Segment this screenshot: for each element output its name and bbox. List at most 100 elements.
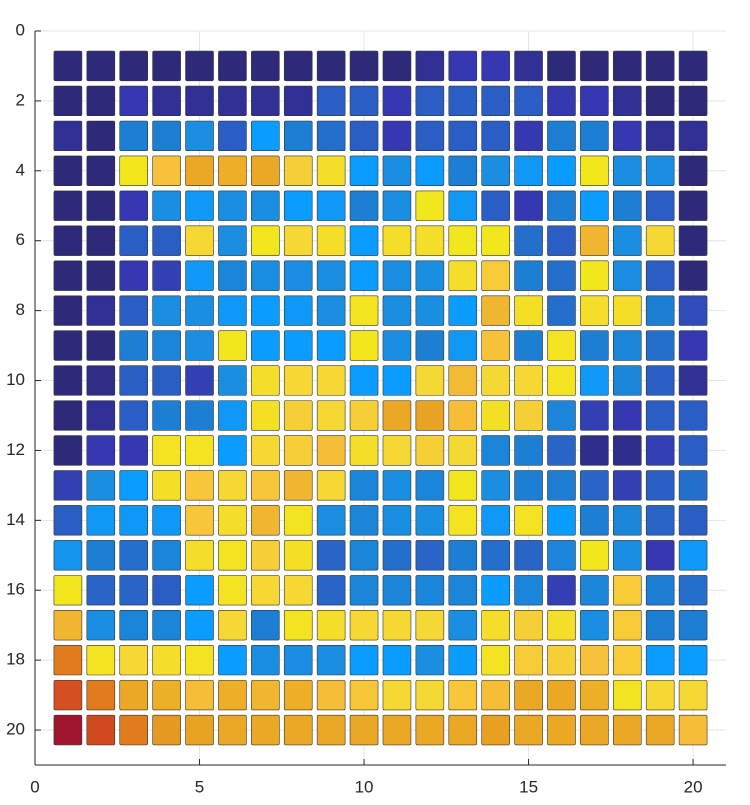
cell bbox=[514, 610, 543, 641]
cell bbox=[448, 225, 478, 256]
cell bbox=[86, 505, 116, 536]
cell bbox=[152, 225, 181, 256]
cell bbox=[86, 260, 116, 291]
cell bbox=[678, 225, 708, 256]
cell bbox=[448, 330, 478, 361]
cell bbox=[382, 50, 412, 82]
cell bbox=[645, 435, 675, 466]
cell bbox=[547, 155, 576, 186]
cell bbox=[218, 50, 247, 82]
cell bbox=[185, 330, 214, 361]
cell bbox=[86, 295, 116, 326]
cell bbox=[119, 610, 148, 641]
cell bbox=[481, 85, 510, 117]
cell bbox=[316, 365, 346, 396]
cell bbox=[678, 85, 708, 117]
cell bbox=[580, 260, 609, 291]
cell bbox=[547, 679, 576, 711]
cell bbox=[481, 190, 510, 221]
cell bbox=[316, 190, 346, 221]
cell bbox=[283, 575, 313, 606]
cell bbox=[613, 575, 642, 606]
cell bbox=[645, 85, 675, 117]
cell bbox=[481, 679, 510, 711]
cell bbox=[580, 365, 609, 396]
cell bbox=[678, 260, 708, 291]
y-tick-label: 8 bbox=[16, 300, 25, 319]
cell bbox=[514, 120, 543, 152]
cell bbox=[251, 714, 280, 746]
cell bbox=[185, 225, 214, 256]
cell bbox=[415, 435, 445, 466]
cell bbox=[613, 679, 642, 711]
cell bbox=[613, 610, 642, 641]
cell bbox=[580, 505, 609, 536]
cell bbox=[283, 400, 313, 431]
cell bbox=[448, 714, 478, 746]
cell bbox=[645, 400, 675, 431]
cell bbox=[119, 714, 148, 746]
cell bbox=[152, 679, 181, 711]
cell bbox=[316, 679, 346, 711]
cell bbox=[415, 470, 445, 501]
cell bbox=[580, 190, 609, 221]
cell bbox=[218, 610, 247, 641]
y-tick-label: 18 bbox=[6, 650, 25, 669]
cell bbox=[415, 610, 445, 641]
cell bbox=[580, 120, 609, 152]
cell bbox=[53, 295, 83, 326]
cell bbox=[251, 190, 280, 221]
cell bbox=[415, 365, 445, 396]
cell bbox=[645, 120, 675, 152]
cell bbox=[119, 470, 148, 501]
cell bbox=[251, 505, 280, 536]
cell bbox=[349, 295, 379, 326]
cell bbox=[547, 120, 576, 152]
cell bbox=[448, 85, 478, 117]
cell bbox=[678, 50, 708, 82]
cell bbox=[316, 644, 346, 676]
cell bbox=[382, 714, 412, 746]
cell bbox=[645, 295, 675, 326]
cell bbox=[448, 540, 478, 571]
cell bbox=[251, 260, 280, 291]
cell bbox=[514, 225, 543, 256]
cell bbox=[53, 225, 83, 256]
cell bbox=[678, 540, 708, 571]
cell bbox=[645, 470, 675, 501]
cell bbox=[251, 365, 280, 396]
cell bbox=[152, 260, 181, 291]
cell bbox=[448, 120, 478, 152]
cell bbox=[580, 330, 609, 361]
cell bbox=[185, 435, 214, 466]
cell bbox=[185, 505, 214, 536]
cell bbox=[218, 85, 247, 117]
cell bbox=[678, 714, 708, 746]
cell bbox=[349, 260, 379, 291]
cell bbox=[53, 679, 83, 711]
cell bbox=[119, 644, 148, 676]
cell bbox=[119, 155, 148, 186]
y-tick-label: 10 bbox=[6, 370, 25, 389]
y-tick-label: 2 bbox=[16, 90, 25, 109]
cell bbox=[678, 505, 708, 536]
cell bbox=[547, 50, 576, 82]
cell bbox=[119, 400, 148, 431]
cell bbox=[349, 470, 379, 501]
cell bbox=[678, 295, 708, 326]
cell bbox=[316, 470, 346, 501]
cell bbox=[382, 470, 412, 501]
cell bbox=[514, 679, 543, 711]
cell bbox=[547, 644, 576, 676]
cell bbox=[283, 120, 313, 152]
cell bbox=[382, 365, 412, 396]
cell bbox=[514, 644, 543, 676]
cell bbox=[119, 365, 148, 396]
cell bbox=[613, 470, 642, 501]
cell bbox=[547, 714, 576, 746]
cell bbox=[645, 540, 675, 571]
cell bbox=[86, 575, 116, 606]
cell bbox=[152, 435, 181, 466]
cell bbox=[547, 85, 576, 117]
cell bbox=[251, 295, 280, 326]
